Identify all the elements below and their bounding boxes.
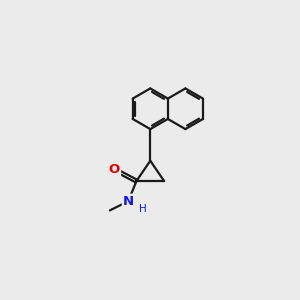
Text: H: H bbox=[140, 204, 147, 214]
Text: N: N bbox=[123, 195, 134, 208]
Text: O: O bbox=[109, 163, 120, 176]
